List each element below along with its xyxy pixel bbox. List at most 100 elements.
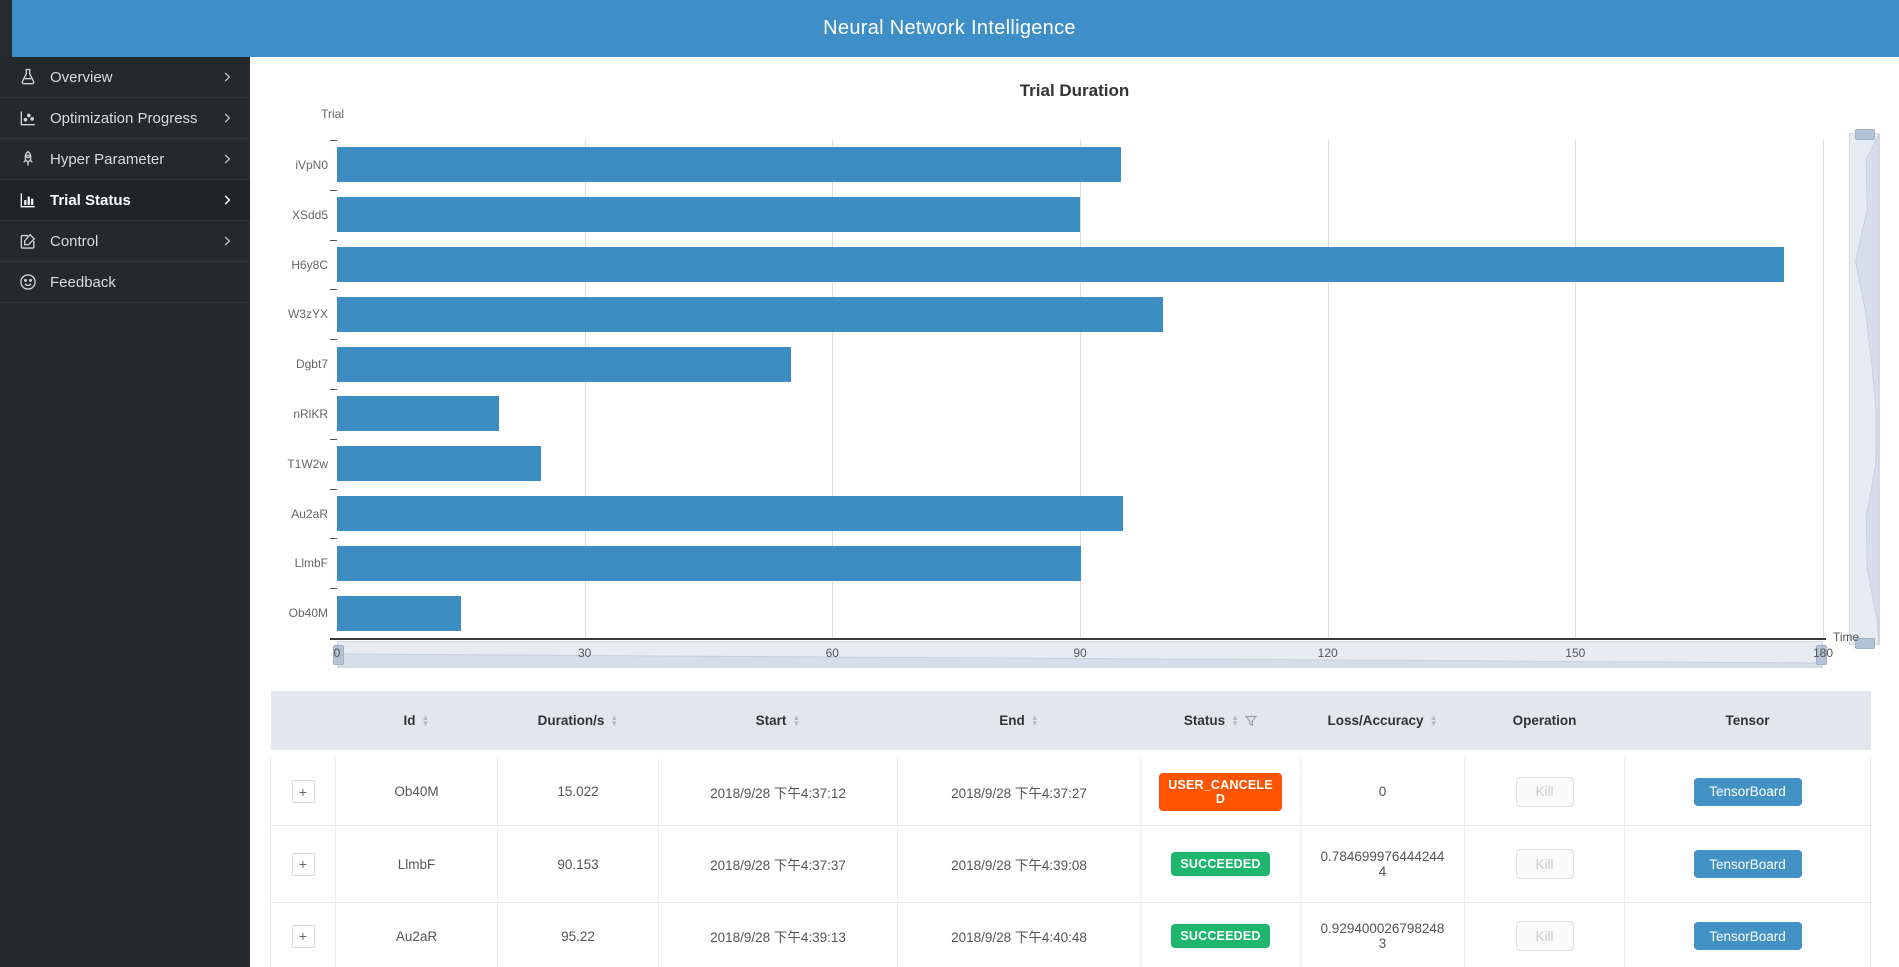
- y-axis-tick: [330, 289, 337, 291]
- duration-bar[interactable]: [337, 496, 1124, 531]
- tensor-cell: TensorBoard: [1624, 902, 1871, 967]
- trial-id-cell: LlmbF: [335, 825, 498, 903]
- y-category-label: LlmbF: [294, 556, 328, 571]
- x-tick-label: 0: [333, 646, 341, 660]
- column-header-inner: Loss/Accuracy ▲ ▼: [1301, 713, 1465, 728]
- sort-toggle-icon[interactable]: ▲ ▼: [1231, 712, 1240, 728]
- column-header-duration[interactable]: Duration/s ▲ ▼: [497, 691, 659, 758]
- sidebar-item-optimization-progress[interactable]: Optimization Progress: [0, 98, 250, 139]
- y-axis-tick: [330, 239, 337, 241]
- trial-id-cell: Ob40M: [335, 754, 498, 826]
- sort-toggle-icon[interactable]: ▲ ▼: [1429, 712, 1438, 728]
- sidebar-item-control[interactable]: Control: [0, 221, 250, 262]
- duration-bar[interactable]: [337, 595, 461, 631]
- y-axis-tick: [330, 488, 337, 490]
- y-axis-name: Trial: [321, 107, 344, 121]
- status-cell: SUCCEEDED: [1140, 902, 1301, 967]
- y-category-label: XSdd5: [291, 207, 328, 222]
- end-time-cell: 2018/9/28 下午4:39:08: [897, 825, 1141, 903]
- tensor-cell: TensorBoard: [1624, 754, 1871, 826]
- x-tick-label: 30: [578, 646, 592, 660]
- datazoom-handle-right[interactable]: [1816, 645, 1827, 665]
- column-header-label: Start: [755, 713, 787, 728]
- column-header-label: Tensor: [1725, 713, 1770, 728]
- tensorboard-button[interactable]: TensorBoard: [1693, 922, 1802, 950]
- bar-chart-icon: [18, 190, 38, 210]
- datazoom-handle-top[interactable]: [1855, 129, 1875, 140]
- sidebar-item-label: Feedback: [50, 273, 116, 291]
- kill-button[interactable]: Kill: [1515, 776, 1574, 807]
- datazoom-slider-horizontal[interactable]: [333, 641, 1827, 668]
- scatter-chart-icon: [18, 108, 38, 128]
- y-category-label: iVpN0: [295, 157, 328, 172]
- column-header-status[interactable]: Status ▲ ▼: [1140, 691, 1301, 758]
- duration-bar[interactable]: [337, 247, 1785, 282]
- expand-row-button[interactable]: +: [291, 852, 315, 876]
- x-tick-label: 120: [1317, 646, 1338, 660]
- sidebar-item-trial-status[interactable]: Trial Status: [0, 180, 250, 221]
- y-axis-tick: [330, 189, 337, 191]
- start-time-cell: 2018/9/28 下午4:37:37: [658, 825, 898, 903]
- sidebar-item-label: Trial Status: [50, 191, 131, 209]
- sidebar: Overview Optimization Progress Hyper Par…: [0, 57, 250, 967]
- tensorboard-button[interactable]: TensorBoard: [1693, 777, 1802, 806]
- column-header-end[interactable]: End ▲ ▼: [897, 691, 1141, 758]
- column-header-loss[interactable]: Loss/Accuracy ▲ ▼: [1300, 691, 1465, 758]
- smiley-icon: [18, 272, 38, 292]
- column-header-label: Id: [403, 713, 416, 728]
- operation-cell: Kill: [1464, 825, 1625, 903]
- datazoom-handle-bottom[interactable]: [1855, 638, 1875, 649]
- duration-cell: 90.153: [497, 825, 659, 903]
- duration-bar[interactable]: [337, 545, 1082, 581]
- x-axis-line: [330, 638, 1826, 640]
- expand-row-button[interactable]: +: [291, 780, 315, 803]
- column-header-label: Status: [1183, 713, 1226, 728]
- loss-accuracy-cell: 0.9294000267982483: [1300, 902, 1465, 967]
- datazoom-slider-vertical[interactable]: [1849, 129, 1880, 649]
- chart-gridline: [832, 140, 834, 638]
- loss-accuracy-cell: 0.7846999764442444: [1300, 825, 1465, 903]
- sidebar-item-overview[interactable]: Overview: [0, 57, 250, 98]
- status-cell: SUCCEEDED: [1140, 825, 1301, 903]
- duration-bar[interactable]: [337, 147, 1122, 183]
- duration-bar[interactable]: [337, 396, 499, 432]
- duration-bar[interactable]: [337, 197, 1080, 233]
- end-time-cell: 2018/9/28 下午4:37:27: [897, 754, 1141, 826]
- rocket-icon: [18, 149, 38, 169]
- column-header-operation: Operation: [1464, 691, 1625, 758]
- trial-id-cell: Au2aR: [335, 902, 498, 967]
- x-axis-name: Time: [1833, 630, 1860, 644]
- tensorboard-button[interactable]: TensorBoard: [1693, 850, 1802, 878]
- sidebar-item-feedback[interactable]: Feedback: [0, 262, 250, 303]
- sort-toggle-icon[interactable]: ▲ ▼: [610, 712, 619, 728]
- column-header-id[interactable]: Id ▲ ▼: [335, 691, 498, 758]
- table-row: + LlmbF 90.153 2018/9/28 下午4:37:37 2018/9/28…: [270, 825, 1871, 903]
- sort-toggle-icon[interactable]: ▲ ▼: [421, 712, 430, 728]
- duration-bar[interactable]: [337, 346, 792, 382]
- expand-row-button[interactable]: +: [291, 924, 315, 948]
- x-tick-label: 180: [1812, 646, 1834, 660]
- column-header-inner: End ▲ ▼: [898, 713, 1141, 728]
- duration-bar[interactable]: [337, 446, 541, 482]
- duration-bar[interactable]: [337, 296, 1163, 332]
- sort-toggle-icon[interactable]: ▲ ▼: [792, 712, 801, 728]
- column-header-label: Duration/s: [537, 713, 605, 728]
- x-tick-label: 150: [1565, 646, 1586, 660]
- status-badge: SUCCEEDED: [1171, 852, 1270, 876]
- chart-gridline: [1080, 140, 1081, 638]
- kill-button[interactable]: Kill: [1515, 921, 1574, 951]
- column-header-label: End: [999, 713, 1025, 728]
- y-axis-tick: [330, 438, 337, 440]
- sort-toggle-icon[interactable]: ▲ ▼: [1030, 712, 1039, 728]
- sidebar-item-label: Hyper Parameter: [50, 150, 165, 168]
- column-header-start[interactable]: Start ▲ ▼: [658, 691, 898, 758]
- kill-button[interactable]: Kill: [1515, 849, 1574, 879]
- filter-funnel-icon[interactable]: [1244, 715, 1258, 727]
- duration-cell: 95.22: [497, 902, 659, 967]
- start-time-cell: 2018/9/28 下午4:39:13: [658, 902, 898, 967]
- main-content: Trial Duration Trial Time 0 30 60 90 120 150 1…: [250, 57, 1899, 967]
- sidebar-item-hyper-parameter[interactable]: Hyper Parameter: [0, 139, 250, 180]
- chevron-right-icon: [220, 70, 234, 84]
- datazoom-handle-left[interactable]: [333, 645, 344, 665]
- y-category-label: Dgbt7: [295, 357, 328, 372]
